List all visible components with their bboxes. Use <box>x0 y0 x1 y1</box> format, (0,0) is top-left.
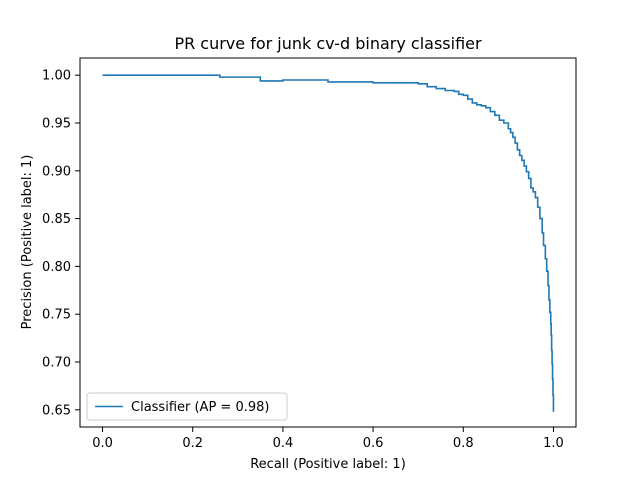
legend: Classifier (AP = 0.98) <box>86 392 288 421</box>
y-tick-label: 0.85 <box>42 212 71 227</box>
legend-box <box>86 392 288 421</box>
x-tick-label: 0.8 <box>453 436 474 451</box>
y-tick-label: 1.00 <box>42 69 71 84</box>
y-tick-label: 0.80 <box>42 260 71 275</box>
plot-area-frame <box>79 57 577 428</box>
legend-entry-label: Classifier (AP = 0.98) <box>131 400 269 415</box>
x-tick-label: 0.4 <box>273 436 294 451</box>
x-tick-label: 0.2 <box>182 436 203 451</box>
series-layer <box>102 74 555 412</box>
y-axis-ticks: 0.65 0.70 0.75 0.80 0.85 0.90 0.95 1.00 <box>42 69 80 418</box>
chart-title: PR curve for junk cv-d binary classifier <box>174 34 482 53</box>
x-axis-label: Recall (Positive label: 1) <box>250 457 406 472</box>
pr-curve-series-line <box>102 74 555 412</box>
y-tick-label: 0.95 <box>42 117 71 132</box>
x-tick-label: 1.0 <box>543 436 564 451</box>
x-tick-label: 0.0 <box>92 436 113 451</box>
y-tick-label: 0.75 <box>42 308 71 323</box>
x-axis-ticks: 0.0 0.2 0.4 0.6 0.8 1.0 <box>92 427 564 451</box>
y-axis-label: Precision (Positive label: 1) <box>20 155 35 330</box>
y-tick-label: 0.90 <box>42 164 71 179</box>
y-tick-label: 0.70 <box>42 355 71 370</box>
y-tick-label: 0.65 <box>42 403 71 418</box>
x-tick-label: 0.6 <box>363 436 384 451</box>
